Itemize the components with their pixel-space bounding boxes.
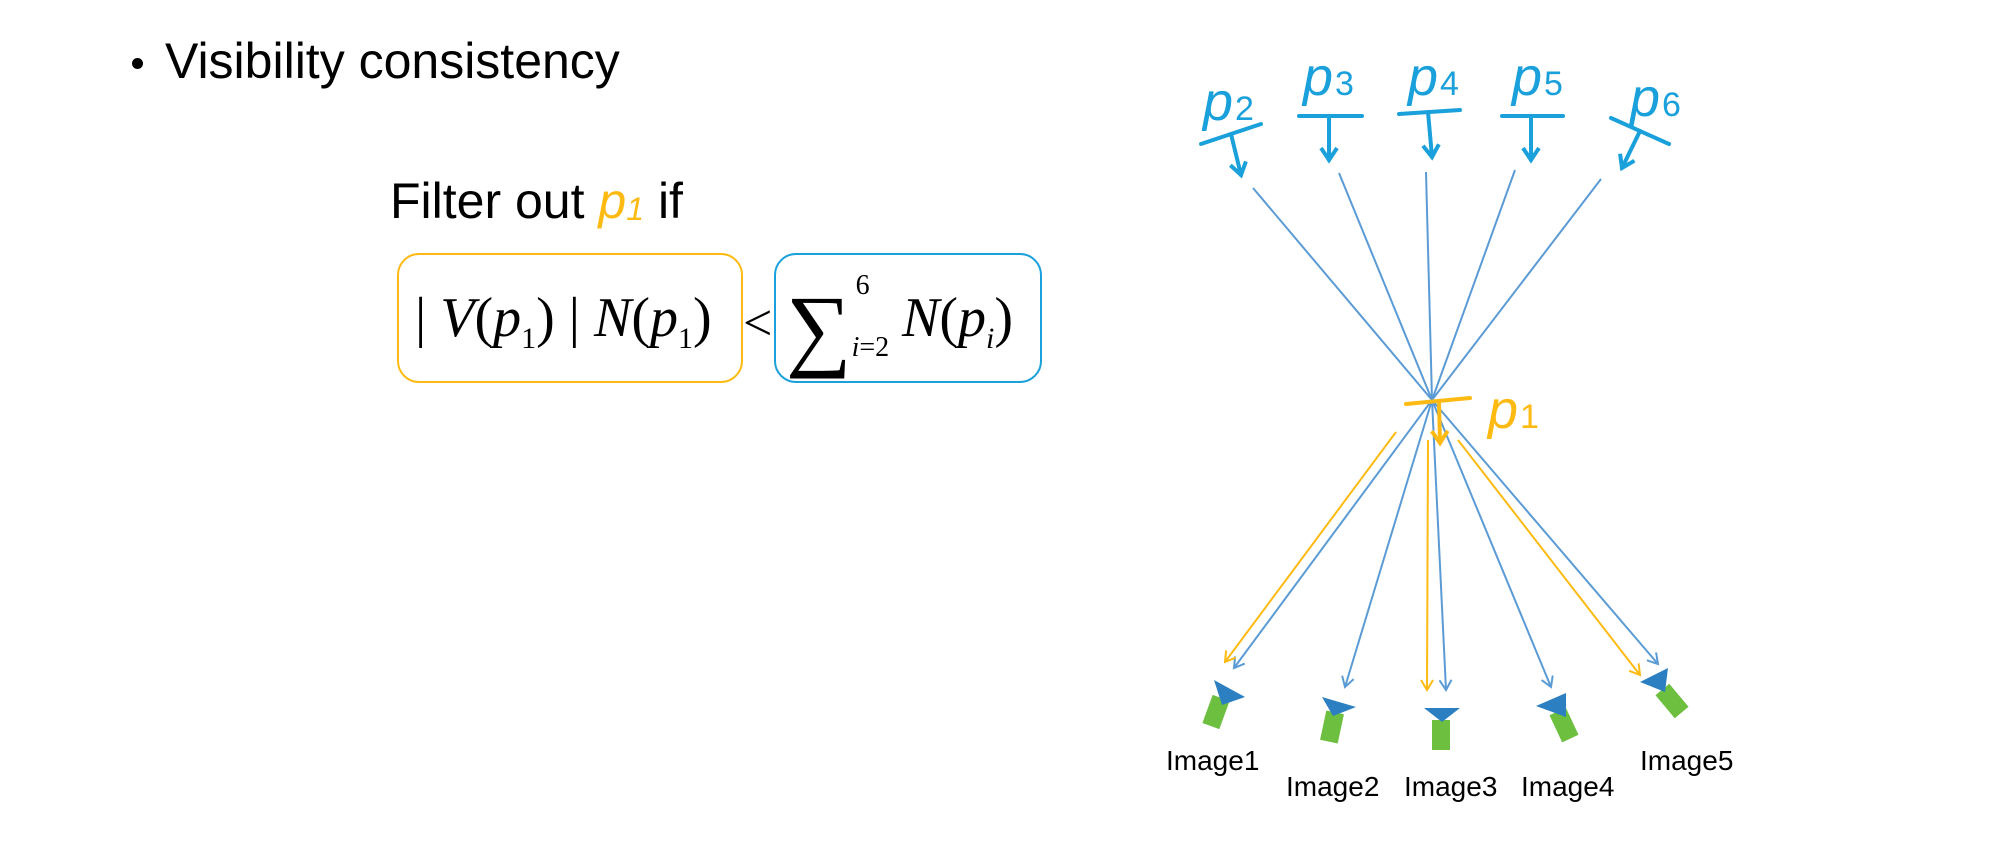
eq-paren: ) [994, 287, 1014, 349]
cameras [1202, 668, 1689, 750]
eq-sub: i [986, 322, 995, 355]
ray-p2 [1252, 187, 1433, 401]
ray-p5 [1431, 169, 1516, 401]
eq-paren: ( [474, 287, 494, 349]
filter-point-label: p1 [598, 173, 644, 229]
orange-ray-image5 [1457, 439, 1642, 677]
eq-v: V [440, 287, 475, 349]
label-p5: p5 [1510, 47, 1563, 107]
equation-right-term: N(pi) [902, 290, 1013, 354]
eq-paren: ( [631, 287, 650, 349]
ray-image2 [1341, 399, 1433, 689]
less-than-sign: < [743, 295, 773, 352]
label-image4: Image4 [1521, 771, 1614, 802]
label-p2: p2 [1201, 72, 1254, 132]
ray-image3 [1431, 399, 1453, 692]
eq-paren: ( [939, 287, 959, 349]
eq-sub: 1 [521, 322, 537, 355]
sigma-symbol: ∑ [786, 277, 852, 379]
equation-left-box [397, 253, 743, 383]
point-p2-glyph [1199, 122, 1263, 179]
ray-p6 [1431, 178, 1602, 401]
equation-left: | V(p1) | N(p1) [415, 290, 712, 354]
eq-n: N [593, 287, 632, 349]
camera-image1 [1202, 680, 1245, 730]
top-rays [1252, 169, 1602, 401]
camera-rays-orange [1223, 431, 1642, 692]
equation-right-box [774, 253, 1042, 383]
point-p1-glyph [1404, 396, 1472, 447]
ray-p4 [1425, 171, 1433, 401]
label-image2: Image2 [1286, 771, 1379, 802]
label-p1: p1 [1486, 380, 1539, 440]
bullet-dot [132, 57, 143, 69]
ray-image5 [1431, 399, 1660, 666]
camera-image3 [1424, 708, 1460, 750]
point-p4-glyph [1397, 108, 1462, 161]
eq-p: p [649, 287, 678, 349]
bullet-text: Visibility consistency [165, 33, 620, 89]
ray-image4 [1431, 399, 1554, 689]
camera-image4 [1536, 693, 1579, 743]
eq-sub: 1 [677, 322, 693, 355]
top-point-glyphs [1199, 108, 1671, 179]
filter-prefix: Filter out [390, 173, 585, 229]
equation-right-sum: ∑ 6 i=2 [786, 272, 908, 375]
label-image1: Image1 [1166, 745, 1259, 776]
label-p4: p4 [1406, 47, 1459, 107]
orange-ray-image3 [1420, 439, 1434, 692]
top-point-labels: p2 p3 p4 p5 p6 [1201, 47, 1681, 132]
label-image5: Image5 [1640, 745, 1733, 776]
point-p3-glyph [1297, 114, 1364, 164]
point-p5-glyph [1500, 114, 1565, 164]
camera-rays-blue [1232, 399, 1660, 692]
point-p6-glyph [1609, 116, 1671, 172]
sum-start: =2 [859, 332, 890, 363]
filter-suffix: if [657, 173, 683, 229]
eq-p: p [493, 287, 522, 349]
filter-point-base: p [598, 173, 627, 229]
sum-upper: 6 [855, 270, 870, 301]
label-image3: Image3 [1404, 771, 1497, 802]
orange-ray-image1 [1223, 431, 1397, 664]
label-p6: p6 [1628, 68, 1681, 128]
ray-p3 [1338, 172, 1433, 401]
camera-image5 [1640, 668, 1689, 719]
eq-paren-bar: ) | [536, 287, 594, 349]
eq-bar: | [415, 287, 441, 349]
eq-p: p [958, 287, 987, 349]
label-p3: p3 [1301, 47, 1354, 107]
bullet-item: Visibility consistency [132, 32, 620, 90]
camera-labels: Image1 Image2 Image3 Image4 Image5 [1166, 745, 1733, 802]
camera-image2 [1320, 697, 1356, 744]
filter-point-sub: 1 [626, 191, 645, 227]
sum-limits: 6 i=2 [852, 272, 908, 362]
ray-image1 [1232, 399, 1433, 670]
eq-n: N [902, 287, 940, 349]
sum-index: i [851, 332, 860, 363]
eq-paren: ) [692, 287, 712, 349]
filter-statement: Filter out p1 if [390, 172, 683, 230]
sum-lower: i=2 [852, 334, 890, 362]
